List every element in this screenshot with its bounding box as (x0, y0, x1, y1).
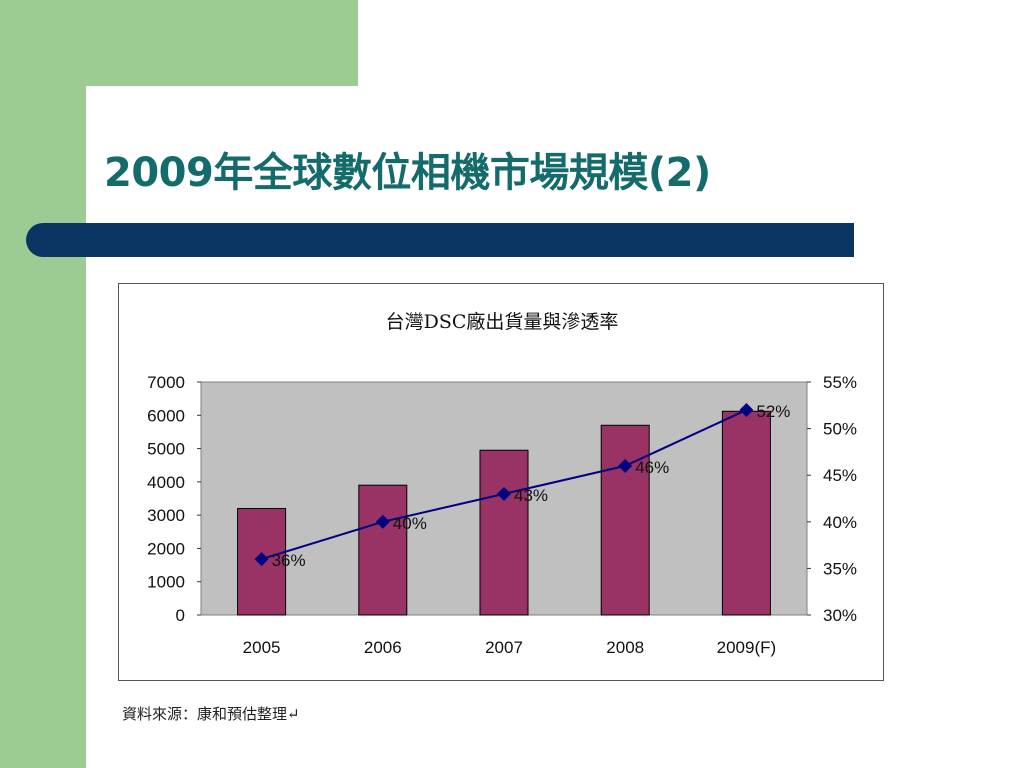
y-tick-label: 6000 (147, 406, 185, 425)
y2-tick-label: 50% (823, 420, 857, 439)
slide-title: 2009年全球數位相機市場規模(2) (104, 150, 711, 196)
line-marker (618, 458, 633, 473)
x-tick-label: 2005 (243, 638, 281, 657)
x-tick-label: 2006 (364, 638, 402, 657)
data-label: 43% (514, 486, 548, 505)
data-label: 46% (635, 458, 669, 477)
chart-title: 台灣DSC廠出貨量與滲透率 (386, 310, 619, 333)
source-note: 資料來源：康和預估整理↵ (122, 705, 300, 723)
bar (721, 410, 771, 616)
bar (600, 424, 650, 616)
y-tick-label: 4000 (147, 473, 185, 492)
y-tick-label: 0 (176, 606, 185, 625)
y2-tick-label: 55% (823, 373, 857, 392)
y-tick-label: 7000 (147, 373, 185, 392)
data-label: 36% (272, 551, 306, 570)
y2-tick-label: 40% (823, 513, 857, 532)
y2-tick-label: 45% (823, 466, 857, 485)
data-label: 40% (393, 514, 427, 533)
line-marker (254, 552, 269, 567)
y-tick-label: 1000 (147, 573, 185, 592)
data-label: 52% (756, 402, 790, 421)
bar (358, 484, 408, 616)
bar (479, 449, 529, 616)
y2-tick-label: 30% (823, 606, 857, 625)
title-underline-band (26, 223, 854, 257)
x-tick-label: 2007 (485, 638, 523, 657)
y2-tick-label: 35% (823, 559, 857, 578)
line-marker (375, 514, 390, 529)
y-tick-label: 2000 (147, 539, 185, 558)
x-tick-label: 2008 (606, 638, 644, 657)
accent-block-left (0, 0, 86, 768)
chart-frame: 台灣DSC廠出貨量與滲透率 0 1000 2000 3000 4000 5000 6000 7… (118, 283, 884, 681)
y-tick-label: 3000 (147, 506, 185, 525)
y-tick-label: 5000 (147, 440, 185, 459)
line-marker (497, 486, 511, 501)
x-tick-label: 2009(F) (717, 638, 777, 657)
combo-chart: 台灣DSC廠出貨量與滲透率 0 1000 2000 3000 4000 5000 6000 7… (147, 310, 857, 657)
